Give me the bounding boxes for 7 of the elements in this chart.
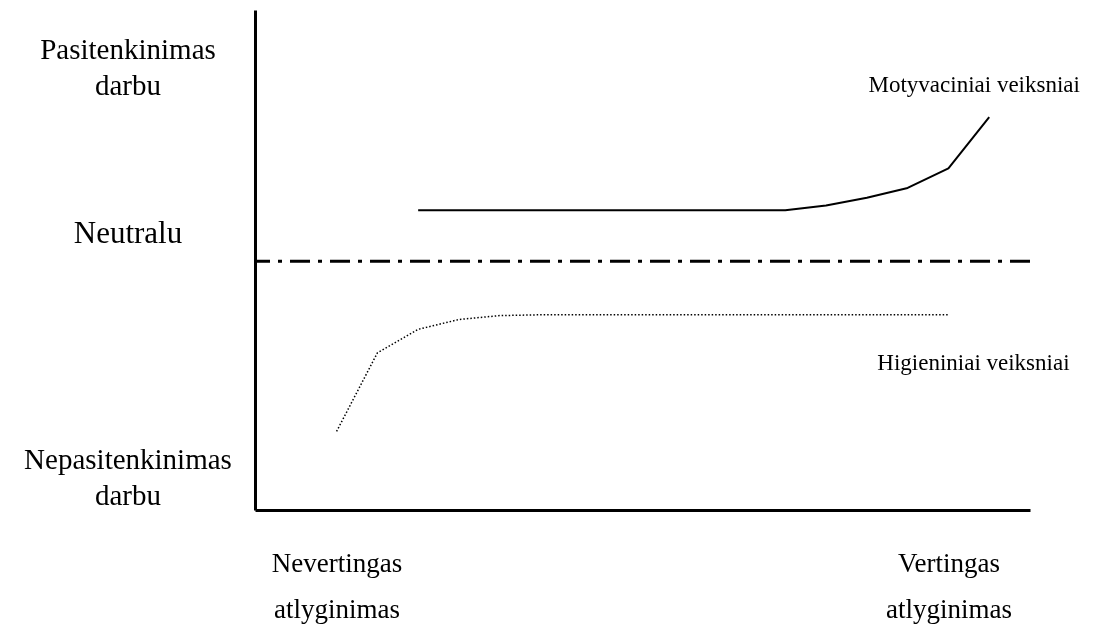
ref-line-label: Neutralu bbox=[73, 215, 183, 251]
x-tick-label: Vertingas atlyginimas bbox=[885, 547, 1012, 624]
text: Pasitenkinimas darbu bbox=[40, 33, 216, 101]
series-label: Higieniniai veiksniai bbox=[877, 349, 1070, 375]
series-label: Motyvaciniai veiksniai bbox=[868, 72, 1080, 98]
x-tick-label: Nevertingas atlyginimas bbox=[271, 547, 403, 624]
text: Nepasitenkinimas darbu bbox=[24, 443, 232, 511]
